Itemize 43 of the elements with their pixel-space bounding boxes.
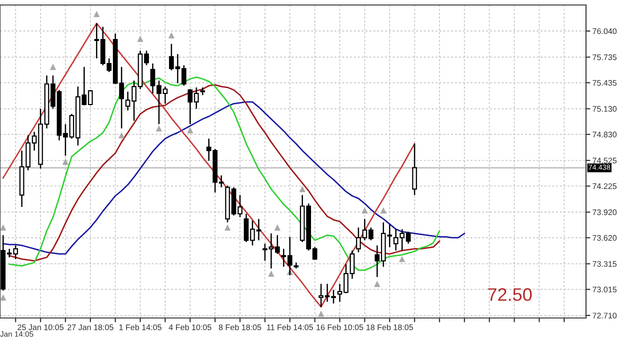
y-tick-label: 73.015 xyxy=(592,286,617,292)
point xyxy=(137,36,144,42)
annotation: 72.50 xyxy=(488,288,532,301)
x-tick-label: 18 Feb 18:05 xyxy=(366,324,414,330)
x-tick-label: 8 Feb 18:05 xyxy=(218,324,262,330)
y-tick-label: 74.525 xyxy=(592,158,617,164)
point xyxy=(156,125,162,132)
y-tick-label: 73.315 xyxy=(592,261,617,267)
point xyxy=(168,32,175,38)
y-tick-label: 72.710 xyxy=(592,312,617,318)
x-tick-label: 27 Jan 18:05 xyxy=(68,324,114,330)
x-tick-label: 4 Feb 10:05 xyxy=(168,324,212,330)
x-tick-label: 1 Feb 14:05 xyxy=(119,324,162,330)
point xyxy=(274,224,281,231)
y-tick-label: 73.620 xyxy=(592,235,617,241)
y-tick-label: 75.435 xyxy=(592,80,617,86)
point xyxy=(118,132,125,138)
y-tick-label: 74.225 xyxy=(592,183,617,190)
point xyxy=(187,127,194,134)
y-tick-label: 75.130 xyxy=(592,106,617,112)
point xyxy=(380,207,386,214)
point xyxy=(0,224,6,231)
candlestick xyxy=(412,143,417,196)
point xyxy=(398,256,406,262)
line-series xyxy=(2,101,466,255)
y-tick-label: 75.735 xyxy=(592,54,617,60)
point xyxy=(224,224,231,231)
point xyxy=(50,64,56,70)
y-tick-label: 76.040 xyxy=(592,28,617,34)
x-tick-label: 16 Feb 10:05 xyxy=(316,324,364,330)
y-tick-label: 74.830 xyxy=(592,132,617,138)
point xyxy=(62,158,69,165)
point xyxy=(299,186,306,192)
point xyxy=(318,310,324,317)
x-tick-label: 11 Feb 14:05 xyxy=(267,324,313,330)
x-tick-label: 25 Jan 10:05 xyxy=(18,324,64,330)
point xyxy=(94,10,100,18)
point xyxy=(0,294,6,301)
y-tick-label: 73.920 xyxy=(592,209,617,216)
point xyxy=(362,207,368,214)
line-series xyxy=(2,22,416,308)
point xyxy=(268,270,274,277)
point xyxy=(374,280,380,287)
